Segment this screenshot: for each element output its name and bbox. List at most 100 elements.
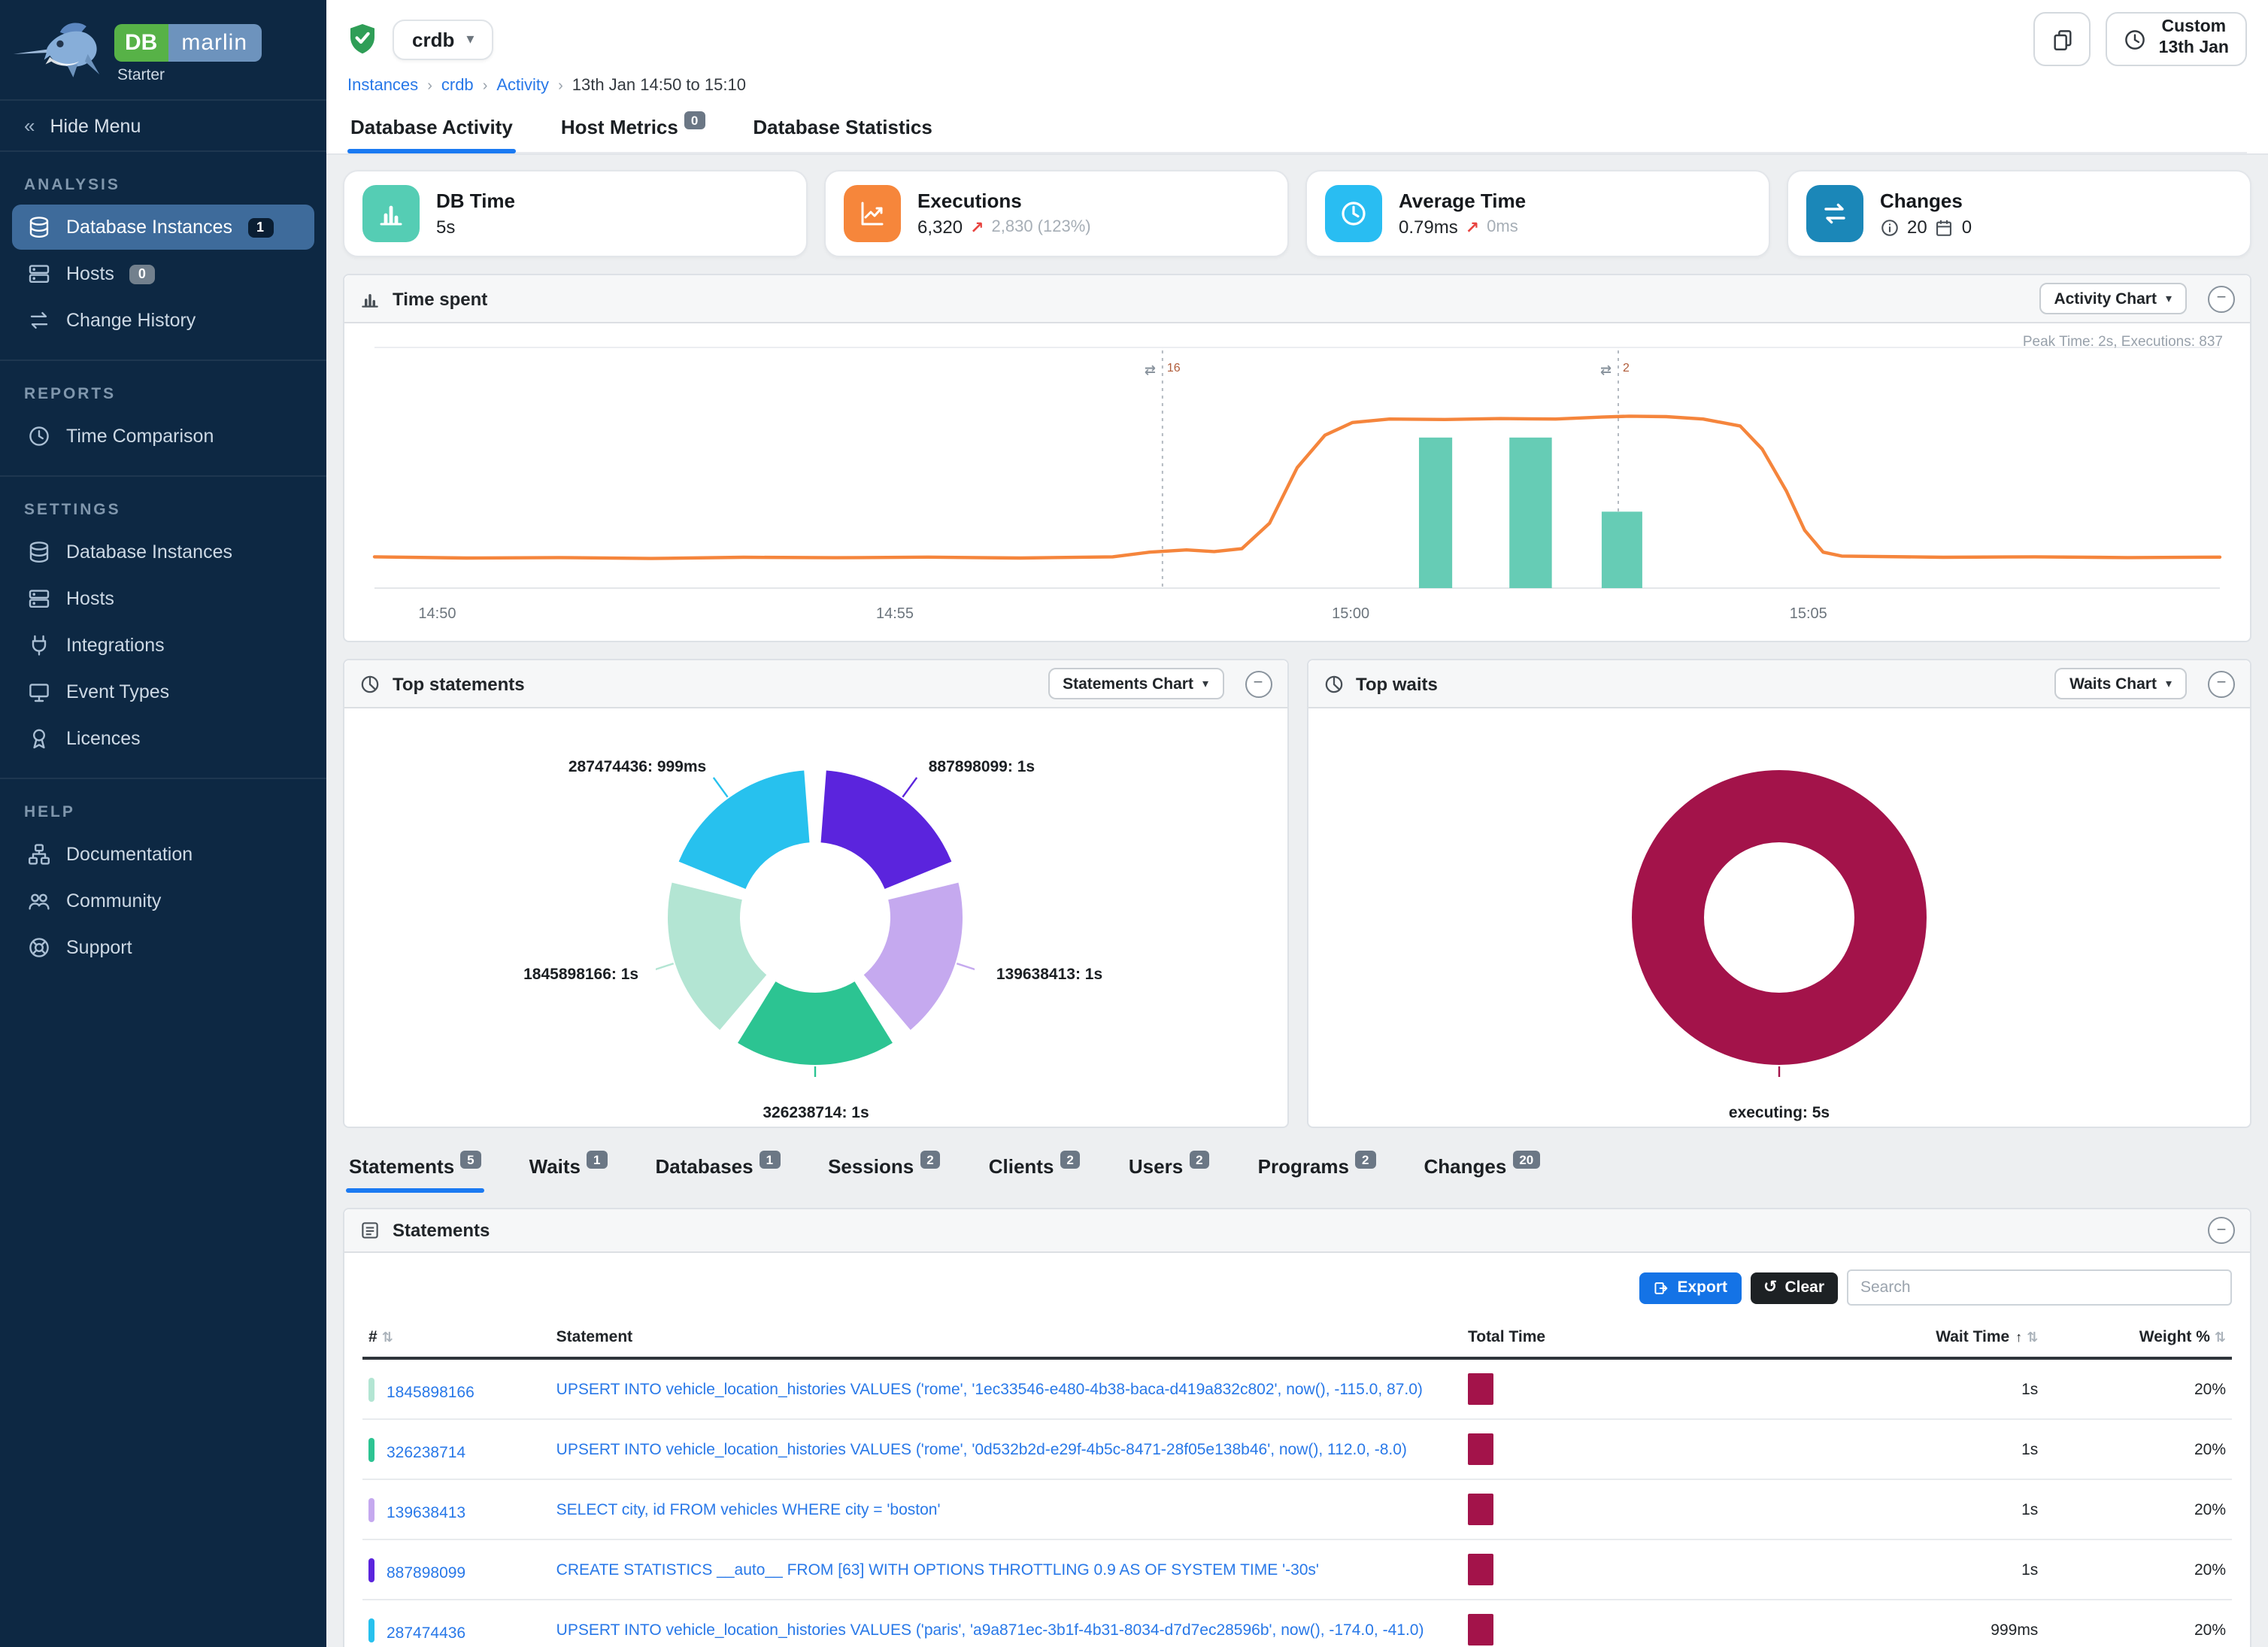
export-button[interactable]: Export bbox=[1639, 1272, 1742, 1303]
breadcrumb-crdb[interactable]: crdb bbox=[441, 77, 474, 95]
pie-chart-icon bbox=[1323, 673, 1344, 694]
sidebar-section-analysis: ANALYSIS Database Instances 1 Hosts 0 Change … bbox=[0, 152, 326, 361]
sidebar-item-event-types[interactable]: Event Types bbox=[12, 669, 314, 714]
column-header-wait-time[interactable]: Wait Time ↑ ⇅ bbox=[1760, 1319, 2045, 1360]
sidebar-item-licences[interactable]: Licences bbox=[12, 716, 314, 761]
statement-id-link[interactable]: 326238714 bbox=[387, 1443, 466, 1461]
sidebar-item-change-history[interactable]: Change History bbox=[12, 298, 314, 343]
time-spent-chart-body: Peak Time: 2s, Executions: 837 ⇄ 16 ⇄ 2 14:5… bbox=[344, 323, 2250, 641]
donut-label-1845898166: 1845898166: 1s bbox=[523, 966, 639, 984]
statement-sql-link[interactable]: UPSERT INTO vehicle_location_histories V… bbox=[556, 1380, 1423, 1398]
breadcrumb-instances[interactable]: Instances bbox=[347, 77, 419, 95]
metric-value: 0.79ms ↗ 0ms bbox=[1399, 217, 1526, 238]
clear-button[interactable]: ↺ Clear bbox=[1750, 1272, 1838, 1303]
donut-slice-326238714[interactable] bbox=[738, 981, 893, 1065]
metric-value: 20 0 bbox=[1880, 217, 1972, 238]
donut-slice-139638413[interactable] bbox=[864, 882, 963, 1030]
brand-logo[interactable]: DB marlin Starter bbox=[0, 0, 326, 99]
sidebar-item-time-comparison[interactable]: Time Comparison bbox=[12, 414, 314, 459]
statement-sql-link[interactable]: SELECT city, id FROM vehicles WHERE city… bbox=[556, 1500, 941, 1518]
waits-chart-select[interactable]: Waits Chart ▾ bbox=[2054, 668, 2187, 699]
breadcrumb-activity[interactable]: Activity bbox=[496, 77, 550, 95]
sidebar-item-hosts[interactable]: Hosts bbox=[12, 576, 314, 621]
column-header-total-time: Total Time bbox=[1461, 1319, 1761, 1360]
collapse-top-waits-button[interactable]: − bbox=[2208, 670, 2235, 697]
sidebar-item-database-instances[interactable]: Database Instances bbox=[12, 529, 314, 575]
detail-tab-databases[interactable]: Databases 1 bbox=[653, 1148, 784, 1191]
statements-chart-select[interactable]: Statements Chart ▾ bbox=[1048, 668, 1223, 699]
donut-slice-1845898166[interactable] bbox=[668, 882, 767, 1030]
tab-database-activity[interactable]: Database Activity bbox=[347, 108, 516, 153]
sidebar-item-label: Licences bbox=[66, 728, 141, 749]
collapse-top-statements-button[interactable]: − bbox=[1245, 670, 1272, 697]
count-badge: 2 bbox=[1355, 1151, 1376, 1169]
metric-title: Executions bbox=[917, 190, 1022, 212]
donut-slice-887898099[interactable] bbox=[821, 770, 952, 890]
clock-icon bbox=[2125, 29, 2145, 49]
marlin-fish-icon bbox=[13, 23, 100, 77]
metric-number: 6,320 bbox=[917, 217, 963, 238]
copy-link-button[interactable] bbox=[2033, 12, 2091, 66]
statements-toolbar: Export ↺ Clear bbox=[344, 1253, 2250, 1319]
statements-donut-chart[interactable]: 887898099: 1s 139638413: 1s 326238714: 1s 1… bbox=[344, 708, 1287, 1127]
topbar: crdb ▾ Custom 13th Jan bbox=[326, 0, 2268, 155]
detail-tab-waits[interactable]: Waits 1 bbox=[526, 1148, 611, 1191]
collapse-time-spent-button[interactable]: − bbox=[2208, 285, 2235, 312]
svg-text:14:50: 14:50 bbox=[418, 605, 456, 622]
detail-tab-clients[interactable]: Clients 2 bbox=[986, 1148, 1084, 1191]
doc-icon bbox=[27, 842, 51, 866]
detail-tab-statements[interactable]: Statements 5 bbox=[346, 1148, 484, 1193]
statement-sql-link[interactable]: UPSERT INTO vehicle_location_histories V… bbox=[556, 1440, 1407, 1458]
metric-card-db-time: DB Time 5s bbox=[343, 170, 808, 257]
sidebar-item-hosts[interactable]: Hosts 0 bbox=[12, 251, 314, 296]
statement-sql-link[interactable]: CREATE STATISTICS __auto__ FROM [63] WIT… bbox=[556, 1561, 1319, 1579]
wait-time-value: 1s bbox=[2021, 1380, 2039, 1398]
activity-chart-select[interactable]: Activity Chart ▾ bbox=[2039, 283, 2187, 314]
donut-slice-executing[interactable] bbox=[1631, 770, 1927, 1065]
statement-id-link[interactable]: 287474436 bbox=[387, 1624, 466, 1642]
tab-host-metrics[interactable]: Host Metrics 0 bbox=[558, 108, 708, 152]
sidebar-item-community[interactable]: Community bbox=[12, 878, 314, 924]
wait-time-value: 999ms bbox=[1991, 1621, 2039, 1639]
sidebar-item-documentation[interactable]: Documentation bbox=[12, 832, 314, 877]
copy-icon bbox=[2054, 29, 2072, 50]
sidebar-item-label: Documentation bbox=[66, 844, 193, 865]
donut-label-287474436: 287474436: 999ms bbox=[568, 757, 707, 776]
top-statements-panel: Top statements Statements Chart ▾ − 8878… bbox=[343, 659, 1288, 1128]
tab-label: Databases bbox=[655, 1155, 753, 1178]
count-badge: 2 bbox=[1189, 1151, 1210, 1169]
statements-table-panel: Statements − Export ↺ Clear # bbox=[343, 1208, 2251, 1647]
column-header-[interactable]: # ⇅ bbox=[362, 1319, 550, 1360]
count-badge: 0 bbox=[129, 264, 155, 284]
detail-tab-changes[interactable]: Changes 20 bbox=[1421, 1148, 1544, 1191]
detail-tab-sessions[interactable]: Sessions 2 bbox=[825, 1148, 944, 1191]
time-spent-chart[interactable]: ⇄ 16 ⇄ 2 14:50 14:55 15:00 15:05 bbox=[359, 332, 2235, 630]
donut-slice-287474436[interactable] bbox=[679, 770, 810, 890]
sidebar-item-support[interactable]: Support bbox=[12, 925, 314, 970]
hide-menu-button[interactable]: « Hide Menu bbox=[0, 99, 326, 152]
search-input[interactable] bbox=[1847, 1269, 2232, 1306]
brand-edition: Starter bbox=[117, 66, 165, 84]
statement-id-link[interactable]: 887898099 bbox=[387, 1564, 466, 1582]
statement-id-link[interactable]: 139638413 bbox=[387, 1503, 466, 1521]
column-header-weight[interactable]: Weight % ⇅ bbox=[2044, 1319, 2232, 1360]
svg-text:⇄: ⇄ bbox=[1145, 362, 1156, 378]
statement-id-link[interactable]: 1845898166 bbox=[387, 1383, 475, 1401]
brand-db: DB bbox=[114, 24, 168, 62]
collapse-statements-button[interactable]: − bbox=[2208, 1217, 2235, 1244]
detail-tab-programs[interactable]: Programs 2 bbox=[1255, 1148, 1379, 1191]
waits-donut-chart[interactable]: executing: 5s bbox=[1308, 708, 2250, 1127]
statement-sql-link[interactable]: UPSERT INTO vehicle_location_histories V… bbox=[556, 1621, 1424, 1639]
count-badge: 5 bbox=[460, 1151, 481, 1169]
export-icon bbox=[1654, 1282, 1668, 1294]
time-range-button[interactable]: Custom 13th Jan bbox=[2106, 12, 2247, 66]
sidebar-section-help: HELP Documentation Community Support bbox=[0, 779, 326, 987]
column-label: Total Time bbox=[1467, 1328, 1546, 1346]
detail-tab-users[interactable]: Users 2 bbox=[1126, 1148, 1213, 1191]
tab-database-statistics[interactable]: Database Statistics bbox=[750, 108, 935, 152]
instance-selector[interactable]: crdb ▾ bbox=[393, 19, 494, 59]
tab-label: Clients bbox=[988, 1155, 1054, 1178]
sidebar-item-integrations[interactable]: Integrations bbox=[12, 623, 314, 668]
sidebar-item-database-instances[interactable]: Database Instances 1 bbox=[12, 205, 314, 250]
